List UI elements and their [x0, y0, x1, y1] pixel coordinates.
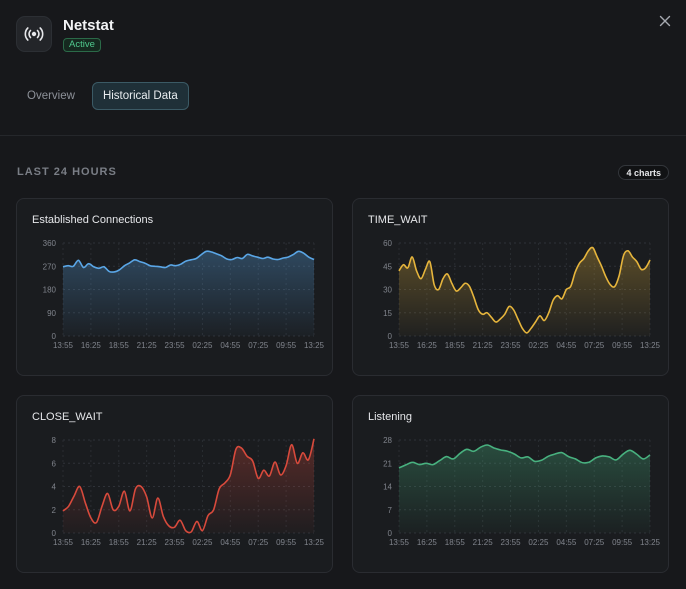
section-title: LAST 24 HOURS — [17, 166, 117, 178]
y-tick-label: 30 — [383, 286, 392, 295]
series-area — [399, 247, 650, 336]
y-tick-label: 14 — [383, 483, 392, 492]
y-tick-label: 8 — [52, 436, 57, 445]
x-tick-label: 18:55 — [445, 341, 466, 350]
x-tick-label: 18:55 — [109, 341, 130, 350]
chart-title: CLOSE_WAIT — [32, 411, 103, 423]
x-tick-label: 13:55 — [53, 538, 74, 547]
close-icon — [659, 15, 671, 27]
y-tick-label: 0 — [388, 332, 393, 341]
x-tick-label: 21:25 — [473, 341, 494, 350]
app-header: Netstat Active — [16, 16, 114, 52]
y-tick-label: 0 — [388, 529, 393, 538]
x-tick-label: 13:25 — [304, 341, 325, 350]
tab-historical-data[interactable]: Historical Data — [91, 82, 189, 110]
chart-card-established: Established Connections 0 90 180 270 360 13:5… — [16, 198, 333, 376]
app-title: Netstat — [63, 17, 114, 34]
x-tick-label: 07:25 — [248, 538, 269, 547]
x-tick-label: 13:55 — [53, 341, 74, 350]
broadcast-icon — [16, 16, 52, 52]
chart-title: TIME_WAIT — [368, 214, 428, 226]
y-tick-label: 45 — [383, 262, 392, 271]
series-line — [398, 246, 651, 334]
y-tick-label: 180 — [43, 286, 57, 295]
x-tick-label: 13:25 — [640, 341, 661, 350]
x-tick-label: 16:25 — [81, 341, 102, 350]
x-tick-label: 23:55 — [165, 538, 186, 547]
y-tick-label: 28 — [383, 436, 392, 445]
x-tick-label: 13:25 — [640, 538, 661, 547]
chart-title: Listening — [368, 411, 413, 423]
series-line — [62, 250, 315, 273]
y-tick-label: 60 — [383, 239, 392, 248]
x-tick-label: 09:55 — [276, 341, 297, 350]
close-wait-chart: 0 2 4 6 8 13:55 16:25 18:55 21:25 23:55 02:25 04:55… — [52, 436, 325, 547]
x-tick-label: 13:25 — [304, 538, 325, 547]
y-tick-label: 0 — [52, 332, 57, 341]
x-tick-label: 02:25 — [192, 341, 213, 350]
y-tick-label: 7 — [388, 506, 393, 515]
x-tick-label: 07:25 — [584, 341, 605, 350]
x-tick-label: 07:25 — [248, 341, 269, 350]
tab-overview[interactable]: Overview — [27, 90, 75, 102]
series-area — [399, 444, 650, 533]
y-tick-label: 0 — [52, 529, 57, 538]
chart-card-time-wait: TIME_WAIT 0 15 30 45 60 13:55 16:25 18:55 21:25 2… — [352, 198, 669, 376]
x-tick-label: 02:25 — [528, 341, 549, 350]
chart-title: Established Connections — [32, 214, 154, 226]
x-tick-label: 07:25 — [584, 538, 605, 547]
x-tick-label: 18:55 — [109, 538, 130, 547]
x-tick-label: 13:55 — [389, 538, 410, 547]
chart-card-listening: Listening 0 7 14 21 28 13:55 16:25 18:55 21:25 23… — [352, 395, 669, 573]
x-tick-label: 16:25 — [81, 538, 102, 547]
x-tick-label: 23:55 — [165, 341, 186, 350]
status-badge: Active — [63, 38, 101, 52]
time-wait-chart: 0 15 30 45 60 13:55 16:25 18:55 21:25 23:55 02:25 0… — [383, 239, 661, 350]
x-tick-label: 23:55 — [501, 538, 522, 547]
x-tick-label: 18:55 — [445, 538, 466, 547]
chart-count-badge: 4 charts — [618, 165, 669, 180]
tab-bar: Overview Historical Data — [16, 82, 189, 110]
x-tick-label: 04:55 — [220, 341, 241, 350]
x-tick-label: 09:55 — [612, 538, 633, 547]
divider — [0, 135, 686, 136]
x-tick-label: 16:25 — [417, 341, 438, 350]
x-tick-label: 04:55 — [556, 538, 577, 547]
x-tick-label: 09:55 — [612, 341, 633, 350]
x-tick-label: 04:55 — [556, 341, 577, 350]
chart-card-close-wait: CLOSE_WAIT 0 2 4 6 8 13:55 16:25 18:55 21:25 23:5… — [16, 395, 333, 573]
series-line — [398, 444, 651, 469]
y-tick-label: 2 — [52, 506, 57, 515]
x-tick-label: 04:55 — [220, 538, 241, 547]
x-tick-label: 02:25 — [528, 538, 549, 547]
y-tick-label: 4 — [52, 483, 57, 492]
y-tick-label: 270 — [43, 262, 57, 271]
x-tick-label: 02:25 — [192, 538, 213, 547]
y-tick-label: 360 — [43, 239, 57, 248]
x-tick-label: 13:55 — [389, 341, 410, 350]
x-tick-label: 21:25 — [137, 341, 158, 350]
close-button[interactable] — [656, 12, 674, 30]
x-tick-label: 23:55 — [501, 341, 522, 350]
x-tick-label: 16:25 — [417, 538, 438, 547]
x-tick-label: 21:25 — [473, 538, 494, 547]
established-connections-chart: 0 90 180 270 360 13:55 16:25 18:55 21:25 23:55 02:… — [43, 239, 325, 350]
y-tick-label: 6 — [52, 459, 57, 468]
y-tick-label: 15 — [383, 309, 392, 318]
series-area — [63, 251, 314, 336]
listening-chart: 0 7 14 21 28 13:55 16:25 18:55 21:25 23:55 02:25 04… — [383, 436, 661, 547]
series-line — [62, 438, 315, 534]
x-tick-label: 21:25 — [137, 538, 158, 547]
series-area — [63, 438, 314, 533]
x-tick-label: 09:55 — [276, 538, 297, 547]
y-tick-label: 21 — [383, 459, 392, 468]
y-tick-label: 90 — [47, 309, 56, 318]
